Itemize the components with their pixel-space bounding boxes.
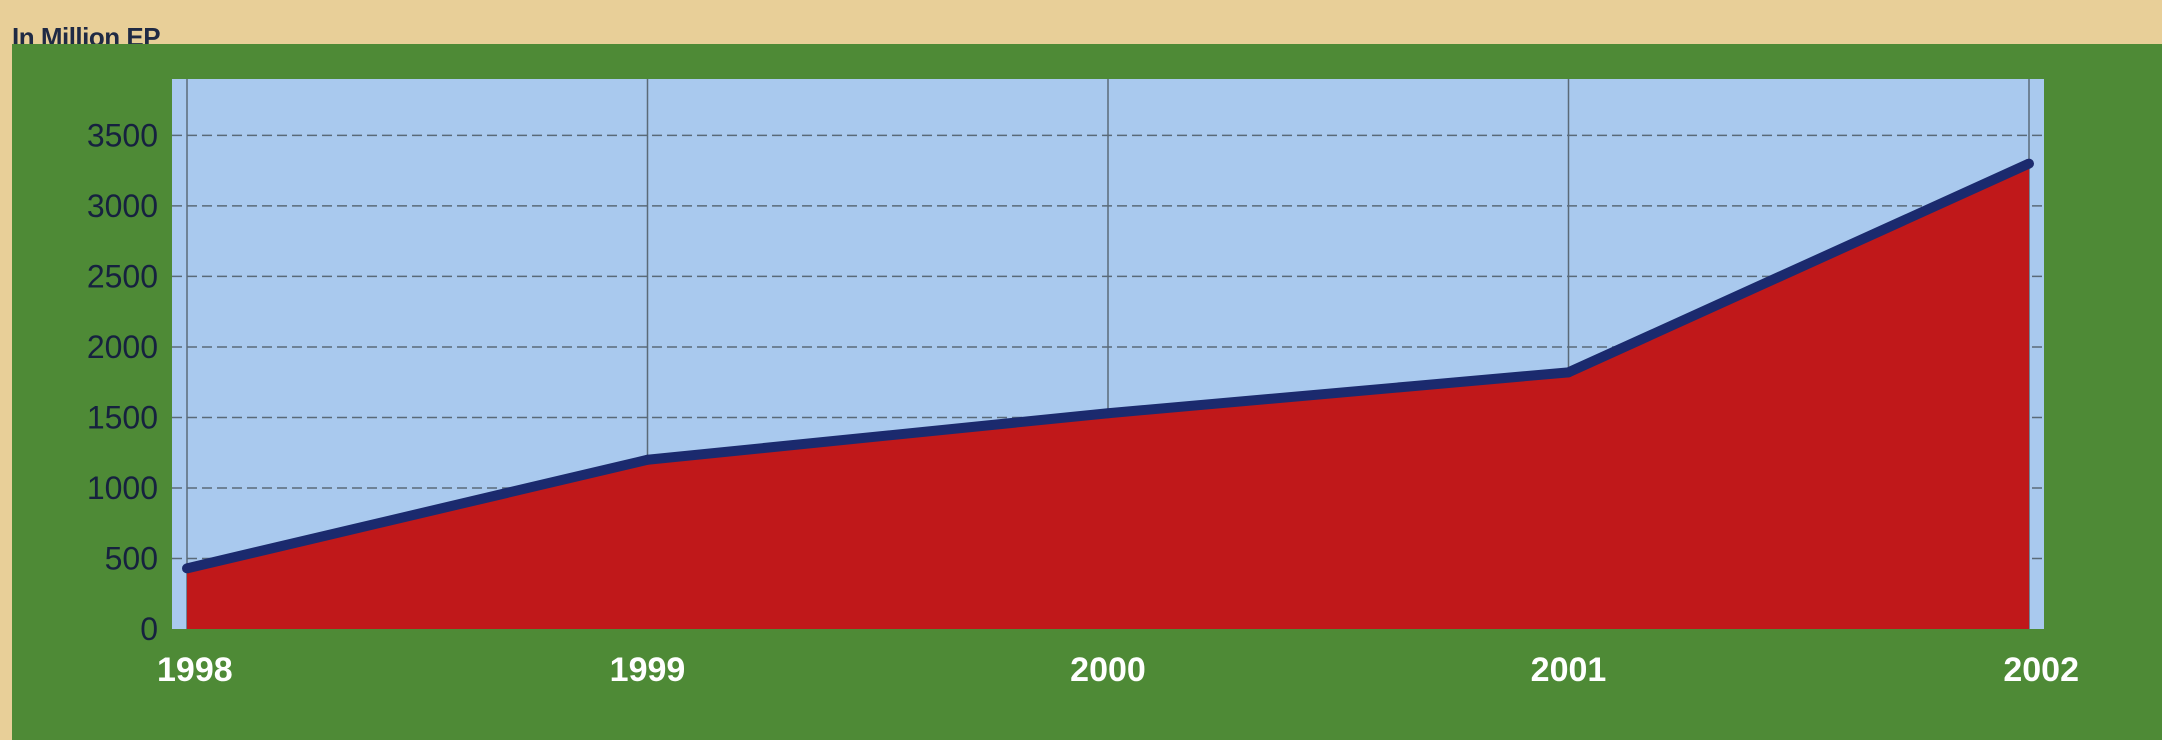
x-axis-ticks: 1998 1999 2000 2001 2002	[157, 651, 2079, 689]
data-point	[1103, 408, 1113, 418]
y-tick-label: 1000	[87, 470, 158, 506]
y-tick-label: 2500	[87, 258, 158, 294]
data-point	[182, 563, 192, 573]
x-tick-label: 2000	[1070, 651, 1146, 689]
area-chart: 0 500 1000 1500 2000 2500 3000 3500 1998 1999 200…	[12, 44, 2162, 740]
x-tick-label: 2001	[1531, 651, 1607, 689]
y-tick-label: 500	[105, 540, 158, 576]
data-point	[643, 455, 653, 465]
data-point	[1564, 367, 1574, 377]
y-tick-label: 3000	[87, 188, 158, 224]
y-tick-label: 2000	[87, 329, 158, 365]
y-tick-label: 3500	[87, 117, 158, 153]
x-tick-label: 2002	[2003, 651, 2079, 689]
chart-panel: 0 500 1000 1500 2000 2500 3000 3500 1998 1999 200…	[12, 44, 2162, 740]
x-tick-label: 1998	[157, 651, 233, 689]
x-tick-label: 1999	[610, 651, 686, 689]
y-axis-ticks: 0 500 1000 1500 2000 2500 3000 3500	[87, 117, 158, 647]
y-tick-label: 0	[140, 611, 158, 647]
data-point	[2024, 159, 2034, 169]
y-tick-label: 1500	[87, 399, 158, 435]
